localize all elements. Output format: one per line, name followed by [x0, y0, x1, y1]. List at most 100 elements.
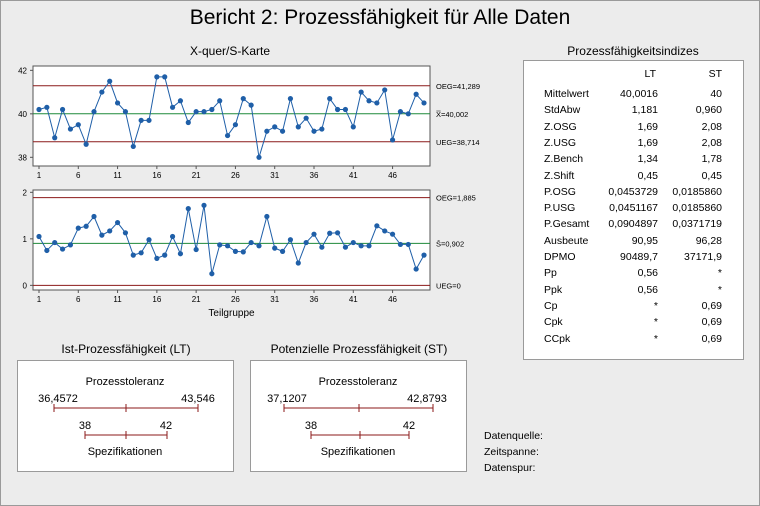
data-point — [83, 141, 89, 147]
data-point — [44, 104, 50, 110]
index-lt-value: 0,56 — [637, 267, 658, 280]
data-point — [185, 119, 191, 126]
index-st-value: 2,08 — [701, 120, 722, 133]
x-tick-label: 46 — [388, 295, 397, 304]
data-point — [279, 128, 286, 134]
st-tolerance-label: Prozesstoleranz — [319, 376, 398, 388]
index-name: CCpk — [544, 332, 571, 345]
data-point — [99, 89, 105, 95]
st-capability-graph: Prozesstoleranz 37,1207 42,8793 38 42 Sp… — [267, 376, 447, 458]
data-point — [311, 231, 317, 237]
indices-col-st: ST — [708, 68, 722, 80]
data-point — [279, 248, 286, 254]
index-st-value: 0,45 — [701, 169, 722, 182]
y-tick-label: 0 — [23, 281, 28, 290]
data-point — [366, 98, 372, 104]
upper-limit-label: OEG=41,289 — [436, 82, 480, 91]
index-name: Z.OSG — [544, 120, 577, 133]
data-point — [52, 239, 58, 246]
report-title: Bericht 2: Prozessfähigkeit für Alle Dat… — [189, 6, 571, 29]
st-spec-high: 42 — [403, 420, 415, 432]
y-tick-label: 2 — [23, 188, 28, 197]
index-st-value: 0,0371719 — [672, 218, 722, 231]
x-tick-label: 26 — [231, 295, 240, 304]
data-point — [224, 132, 231, 139]
index-name: Ppk — [544, 283, 563, 296]
data-point — [107, 78, 113, 84]
x-tick-label: 36 — [310, 295, 319, 304]
st-tolerance-bar — [283, 404, 434, 412]
data-point — [366, 243, 372, 249]
y-tick-label: 40 — [18, 110, 27, 119]
index-name: Cp — [544, 299, 558, 312]
index-lt-value: 1,181 — [631, 104, 658, 117]
indices-row: P.Gesamt 0,0904897 0,0371719 — [524, 218, 742, 234]
x-tick-label: 31 — [270, 171, 279, 180]
data-point — [374, 100, 380, 106]
lt-capability-title: Ist-Prozessfähigkeit (LT) — [61, 342, 191, 356]
index-st-value: 40 — [710, 88, 722, 100]
index-lt-value: * — [653, 316, 658, 329]
time-period-label: Zeitspanne: — [484, 446, 539, 458]
data-point — [389, 137, 396, 143]
x-tick-label: 1 — [37, 295, 42, 304]
indices-row: Mittelwert 40,0016 40 — [524, 88, 742, 104]
x-tick-label: 41 — [349, 171, 358, 180]
data-point — [114, 219, 121, 226]
data-point — [382, 228, 388, 234]
lower-limit-label: UEG=38,714 — [436, 138, 480, 147]
data-point — [264, 128, 270, 134]
x-tick-label: 11 — [113, 295, 122, 304]
st-spec-bar — [310, 431, 410, 439]
data-point — [59, 246, 66, 252]
data-point — [382, 87, 388, 93]
data-point — [311, 128, 317, 134]
data-point — [334, 106, 341, 113]
data-point — [334, 230, 341, 236]
data-point — [248, 239, 254, 246]
data-point — [99, 232, 105, 238]
data-point — [319, 126, 325, 132]
data-point — [397, 109, 404, 115]
data-point — [358, 243, 364, 249]
data-point — [295, 124, 301, 130]
data-point — [240, 249, 246, 255]
data-point — [162, 74, 168, 80]
index-lt-value: 0,0904897 — [608, 218, 658, 231]
st-spec-low: 38 — [305, 420, 317, 432]
data-point — [342, 106, 349, 113]
index-st-value: 0,960 — [695, 104, 722, 117]
data-point — [303, 115, 309, 121]
index-name: DPMO — [544, 251, 576, 263]
data-point — [256, 154, 262, 160]
data-point — [295, 260, 301, 266]
data-point — [130, 143, 136, 150]
index-lt-value: 0,0453729 — [608, 185, 658, 198]
data-point — [413, 91, 419, 97]
data-point — [421, 252, 427, 258]
data-point — [67, 126, 74, 132]
data-point — [350, 239, 356, 246]
st-spec-label: Spezifikationen — [321, 446, 396, 458]
index-name: Cpk — [544, 316, 563, 329]
y-tick-label: 1 — [23, 235, 28, 244]
data-point — [138, 250, 144, 256]
indices-row: P.OSG 0,0453729 0,0185860 — [524, 186, 742, 202]
data-point — [169, 104, 176, 110]
index-lt-value: 90489,7 — [620, 251, 658, 263]
lt-tolerance-low: 36,4572 — [38, 393, 78, 405]
index-st-value: 0,0185860 — [672, 185, 722, 198]
x-axis-label: Teilgruppe — [208, 308, 255, 319]
data-point — [36, 233, 42, 240]
index-st-value: 37171,9 — [684, 251, 722, 263]
data-point — [122, 109, 129, 115]
center-line-label: S̄=0,902 — [436, 239, 464, 248]
index-lt-value: 0,0451167 — [609, 202, 658, 215]
data-point — [232, 122, 239, 128]
indices-row: Ppk 0,56 * — [524, 284, 742, 300]
index-st-value: 0,69 — [701, 332, 722, 345]
index-name: P.Gesamt — [544, 218, 590, 231]
indices-title: Prozessfähigkeitsindizes — [567, 44, 699, 58]
